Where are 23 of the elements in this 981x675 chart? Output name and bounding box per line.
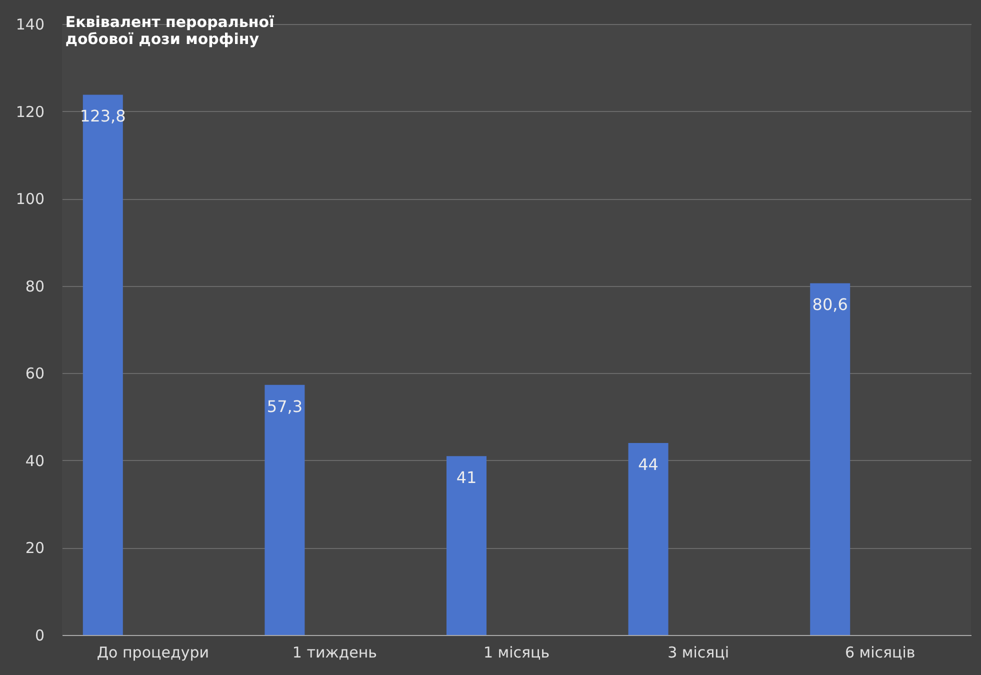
data-label: 57,3 (266, 396, 303, 416)
bar (446, 456, 486, 635)
bar (810, 283, 850, 635)
y-tick-label: 0 (34, 626, 44, 644)
y-tick-label: 140 (16, 16, 44, 34)
x-tick-label: До процедури (96, 644, 209, 662)
x-tick-label: 3 місяці (668, 644, 730, 662)
y-tick-label: 80 (25, 277, 44, 296)
data-label: 44 (638, 454, 658, 474)
chart-title: Еквівалент пероральної добової дози морфіну (65, 13, 274, 48)
bar (628, 442, 668, 635)
y-tick-label: 60 (25, 364, 44, 383)
data-label: 80,6 (812, 295, 848, 314)
y-tick-label: 40 (25, 452, 44, 470)
y-tick-label: 20 (25, 539, 44, 558)
x-tick-label: 1 тиждень (292, 644, 377, 662)
bar (264, 384, 305, 635)
x-tick-label: 1 місяць (483, 644, 550, 662)
y-tick-label: 120 (16, 102, 44, 121)
data-label: 41 (456, 468, 477, 488)
bar (82, 94, 123, 635)
x-tick-label: 6 місяців (844, 644, 916, 662)
y-tick-label: 100 (16, 190, 44, 208)
